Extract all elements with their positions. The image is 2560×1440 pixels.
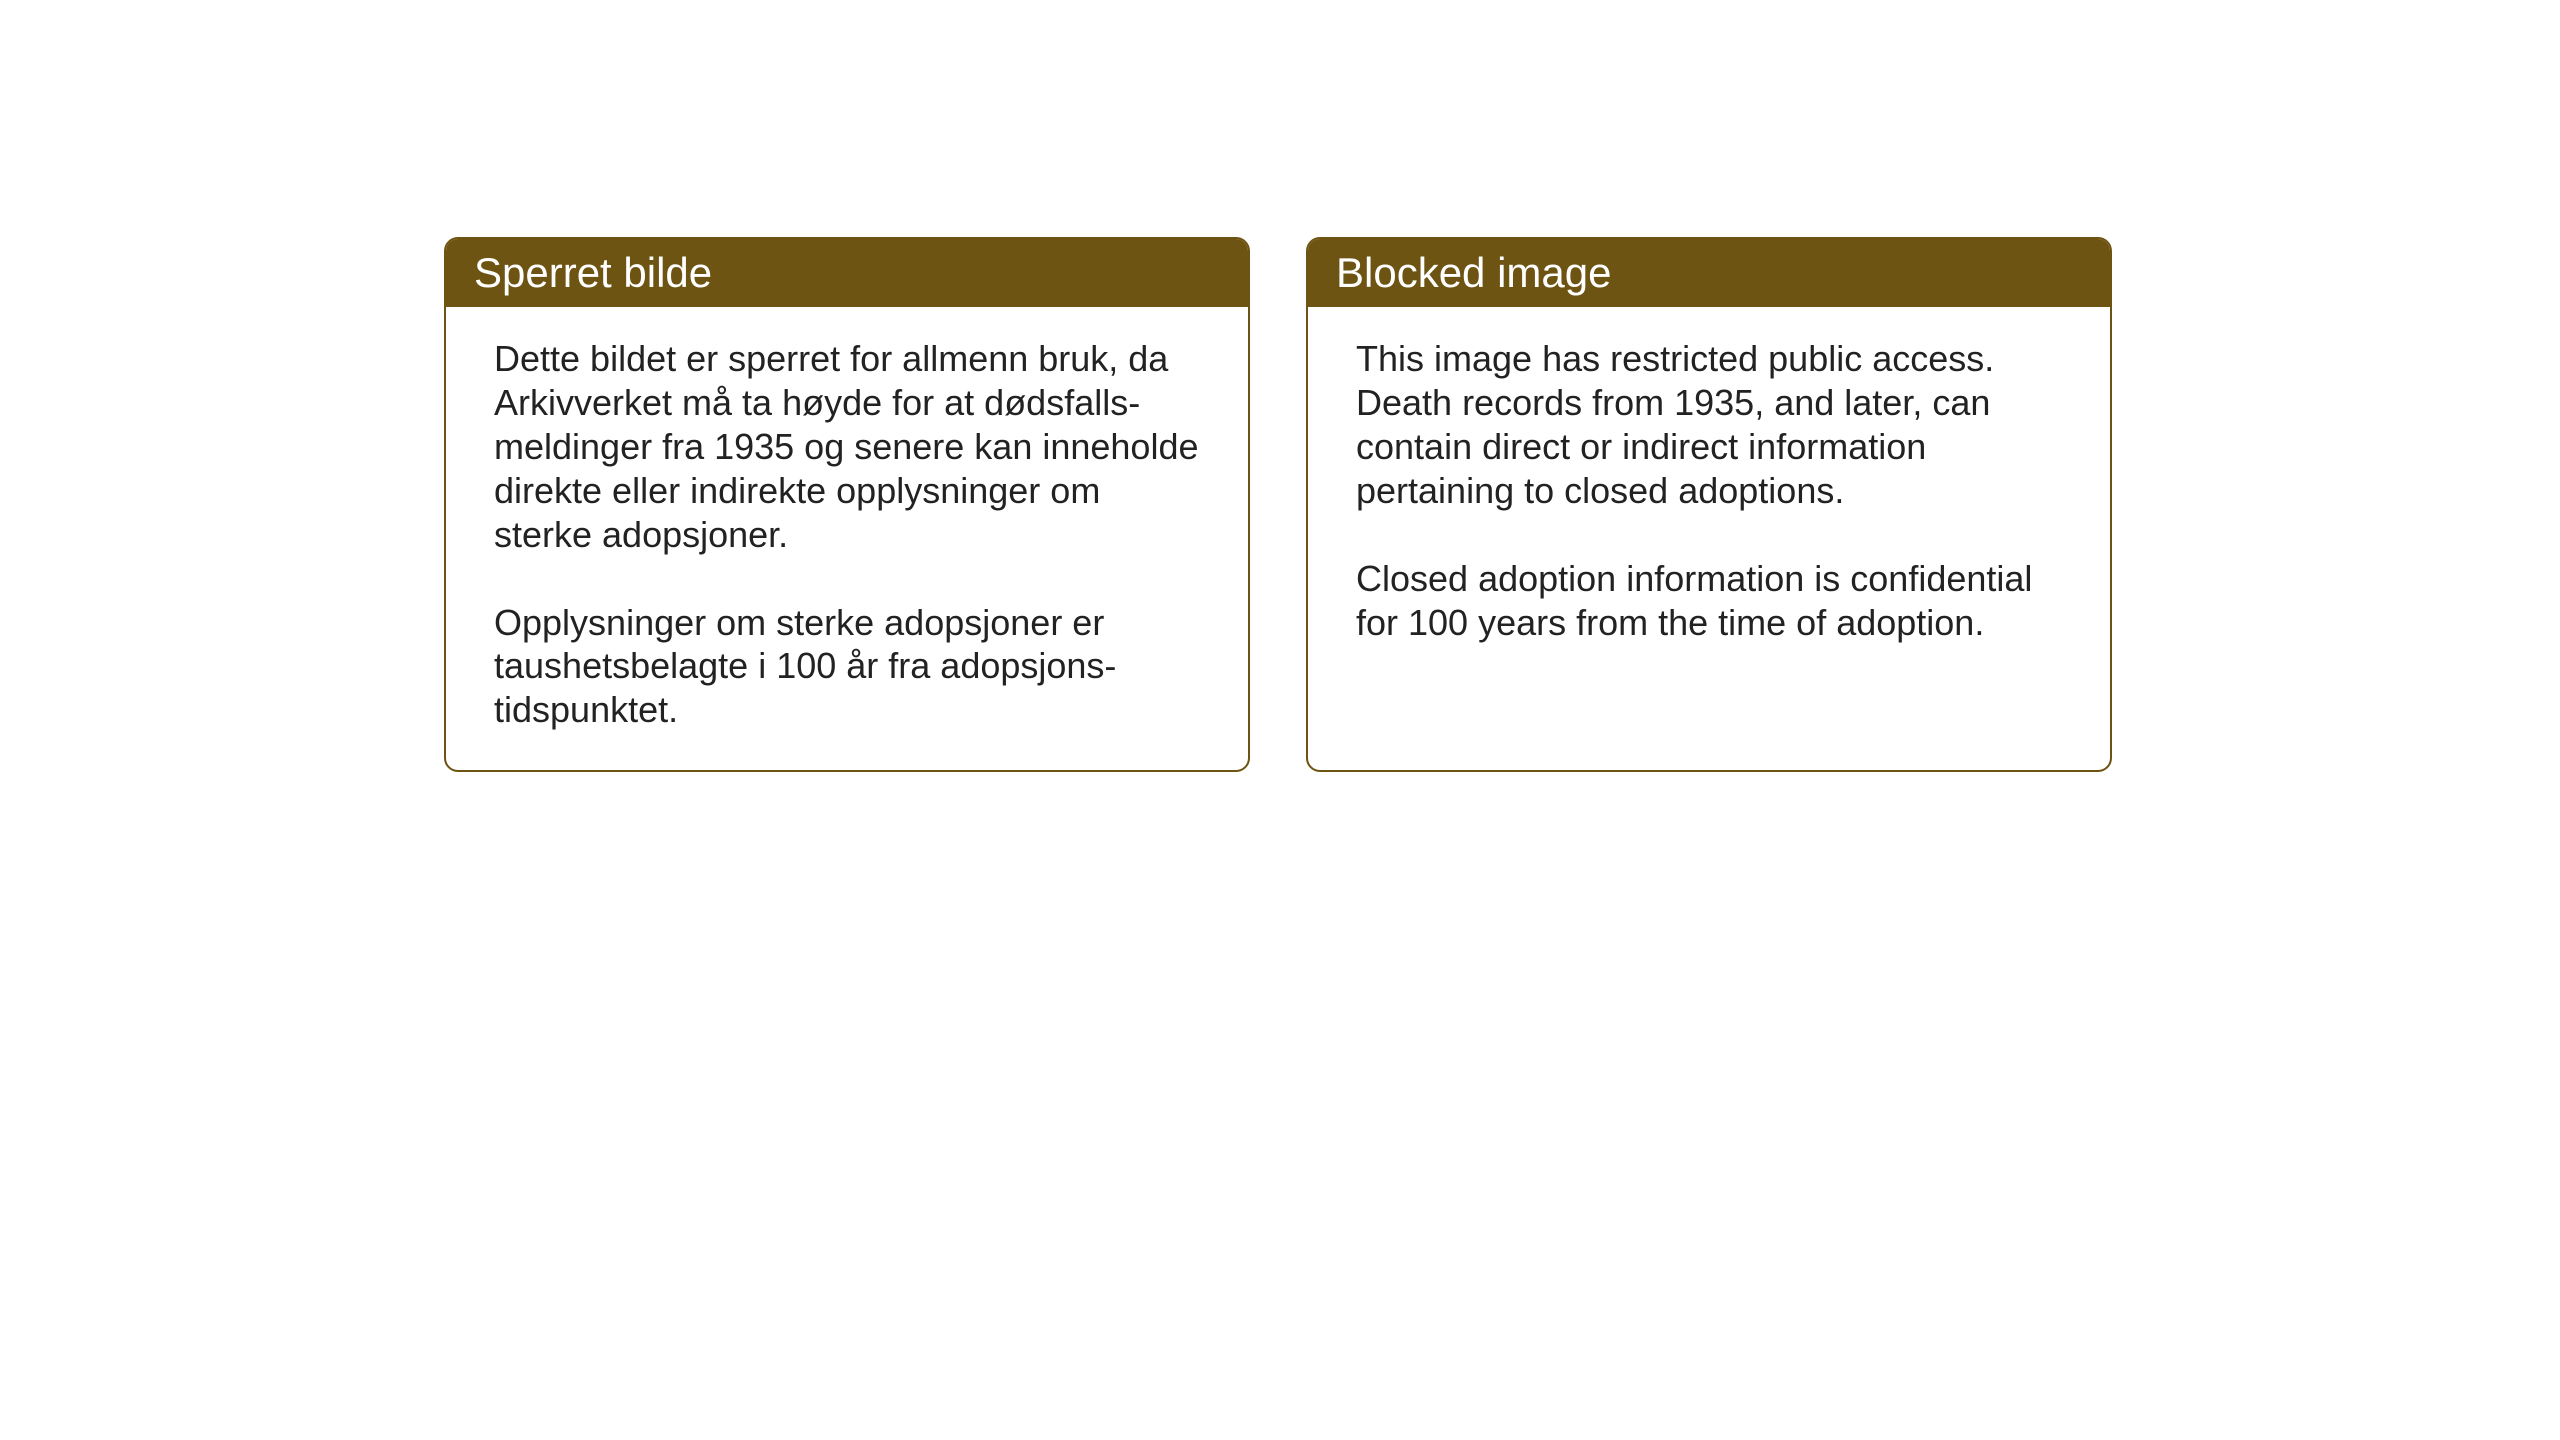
notice-panel-norwegian: Sperret bilde Dette bildet er sperret fo… — [444, 237, 1250, 772]
panel-header-english: Blocked image — [1308, 239, 2110, 307]
panel-paragraph: Closed adoption information is confident… — [1356, 557, 2062, 645]
panel-title: Blocked image — [1336, 249, 1611, 296]
panel-paragraph: This image has restricted public access.… — [1356, 337, 2062, 513]
panel-body-norwegian: Dette bildet er sperret for allmenn bruk… — [446, 307, 1248, 770]
panel-title: Sperret bilde — [474, 249, 712, 296]
panel-paragraph: Opplysninger om sterke adopsjoner er tau… — [494, 601, 1200, 733]
panel-paragraph: Dette bildet er sperret for allmenn bruk… — [494, 337, 1200, 557]
panel-body-english: This image has restricted public access.… — [1308, 307, 2110, 747]
notice-panel-english: Blocked image This image has restricted … — [1306, 237, 2112, 772]
notice-container: Sperret bilde Dette bildet er sperret fo… — [444, 237, 2112, 772]
panel-header-norwegian: Sperret bilde — [446, 239, 1248, 307]
